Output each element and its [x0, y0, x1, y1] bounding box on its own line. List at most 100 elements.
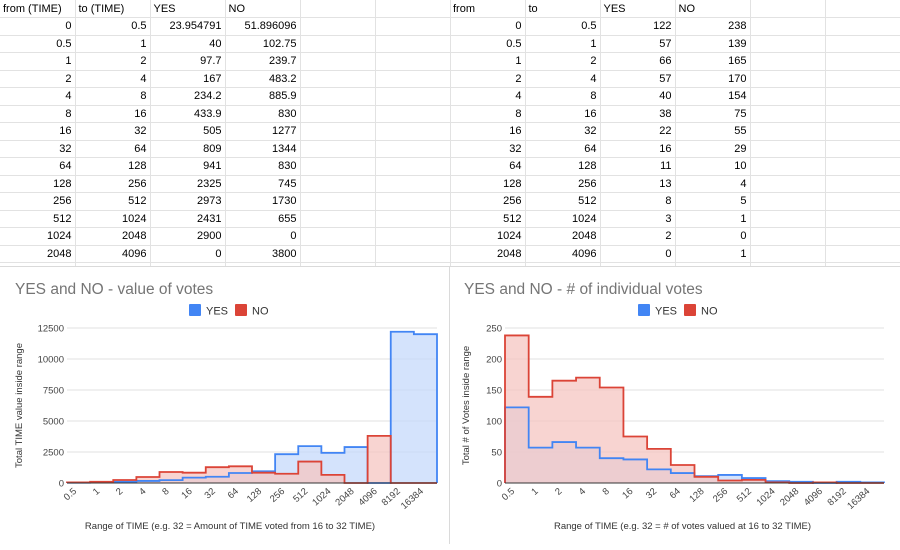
empty-cell[interactable] — [300, 227, 376, 246]
table-cell[interactable]: 23.954791 — [150, 17, 226, 36]
table-cell[interactable]: 0.5 — [0, 35, 76, 53]
table-cell[interactable]: 512 — [525, 192, 601, 211]
empty-cell[interactable] — [375, 192, 451, 211]
table-cell[interactable]: 512 — [450, 210, 526, 228]
table-cell[interactable]: 1344 — [225, 140, 301, 158]
empty-cell[interactable] — [825, 87, 900, 106]
table-cell[interactable]: 32 — [450, 140, 526, 158]
empty-cell[interactable] — [375, 140, 451, 158]
empty-cell[interactable] — [750, 175, 826, 193]
table-cell[interactable]: 1 — [75, 35, 151, 53]
empty-cell[interactable] — [300, 105, 376, 123]
table-cell[interactable]: 22 — [600, 122, 676, 141]
table-cell[interactable]: 1 — [675, 210, 751, 228]
table-cell[interactable]: 16 — [525, 105, 601, 123]
table-cell[interactable]: 256 — [0, 192, 76, 211]
table-cell[interactable]: 139 — [675, 35, 751, 53]
chart-panel-count[interactable]: YES and NO - # of individual votes YES NO 0… — [450, 266, 900, 545]
table-cell[interactable]: 2 — [0, 70, 76, 88]
table-cell[interactable]: 4 — [75, 70, 151, 88]
header-cell[interactable]: NO — [225, 0, 301, 18]
table-cell[interactable]: 5 — [675, 192, 751, 211]
empty-cell[interactable] — [375, 175, 451, 193]
table-cell[interactable]: 154 — [675, 87, 751, 106]
empty-cell[interactable] — [300, 0, 376, 18]
empty-cell[interactable] — [750, 0, 826, 18]
table-cell[interactable]: 1024 — [450, 227, 526, 246]
empty-cell[interactable] — [300, 140, 376, 158]
table-cell[interactable]: 256 — [450, 192, 526, 211]
table-cell[interactable]: 512 — [75, 192, 151, 211]
table-cell[interactable]: 4 — [675, 175, 751, 193]
table-cell[interactable]: 0 — [150, 245, 226, 263]
header-cell[interactable]: from (TIME) — [0, 0, 76, 18]
table-cell[interactable]: 38 — [600, 105, 676, 123]
table-cell[interactable]: 165 — [675, 52, 751, 71]
table-cell[interactable]: 1 — [450, 52, 526, 71]
table-cell[interactable]: 2431 — [150, 210, 226, 228]
empty-cell[interactable] — [375, 210, 451, 228]
table-cell[interactable]: 1024 — [0, 227, 76, 246]
empty-cell[interactable] — [300, 175, 376, 193]
empty-cell[interactable] — [750, 210, 826, 228]
table-cell[interactable]: 0 — [600, 245, 676, 263]
table-cell[interactable]: 16 — [600, 140, 676, 158]
header-cell[interactable]: YES — [150, 0, 226, 18]
empty-cell[interactable] — [825, 35, 900, 53]
empty-cell[interactable] — [825, 175, 900, 193]
table-cell[interactable]: 170 — [675, 70, 751, 88]
empty-cell[interactable] — [300, 245, 376, 263]
empty-cell[interactable] — [300, 210, 376, 228]
table-cell[interactable]: 167 — [150, 70, 226, 88]
table-cell[interactable]: 655 — [225, 210, 301, 228]
empty-cell[interactable] — [750, 105, 826, 123]
empty-cell[interactable] — [750, 17, 826, 36]
table-cell[interactable]: 4 — [450, 87, 526, 106]
table-cell[interactable]: 2900 — [150, 227, 226, 246]
table-cell[interactable]: 64 — [450, 157, 526, 176]
empty-cell[interactable] — [300, 70, 376, 88]
table-cell[interactable]: 13 — [600, 175, 676, 193]
table-cell[interactable]: 512 — [0, 210, 76, 228]
table-cell[interactable]: 128 — [525, 157, 601, 176]
empty-cell[interactable] — [750, 245, 826, 263]
header-cell[interactable]: to (TIME) — [75, 0, 151, 18]
table-cell[interactable]: 809 — [150, 140, 226, 158]
empty-cell[interactable] — [825, 0, 900, 18]
empty-cell[interactable] — [750, 192, 826, 211]
empty-cell[interactable] — [750, 52, 826, 71]
table-cell[interactable]: 16 — [450, 122, 526, 141]
table-cell[interactable]: 57 — [600, 70, 676, 88]
empty-cell[interactable] — [300, 52, 376, 71]
table-cell[interactable]: 64 — [525, 140, 601, 158]
table-cell[interactable]: 102.75 — [225, 35, 301, 53]
table-cell[interactable]: 64 — [75, 140, 151, 158]
table-cell[interactable]: 0 — [450, 17, 526, 36]
table-cell[interactable]: 885.9 — [225, 87, 301, 106]
table-cell[interactable]: 16 — [0, 122, 76, 141]
table-cell[interactable]: 830 — [225, 105, 301, 123]
empty-cell[interactable] — [825, 52, 900, 71]
table-cell[interactable]: 4 — [525, 70, 601, 88]
table-cell[interactable]: 3 — [600, 210, 676, 228]
table-cell[interactable]: 0.5 — [450, 35, 526, 53]
table-cell[interactable]: 32 — [75, 122, 151, 141]
empty-cell[interactable] — [300, 35, 376, 53]
table-cell[interactable]: 2 — [75, 52, 151, 71]
table-cell[interactable]: 1 — [675, 245, 751, 263]
empty-cell[interactable] — [375, 122, 451, 141]
table-cell[interactable]: 0.5 — [525, 17, 601, 36]
table-cell[interactable]: 75 — [675, 105, 751, 123]
table-cell[interactable]: 32 — [525, 122, 601, 141]
table-cell[interactable]: 1 — [0, 52, 76, 71]
empty-cell[interactable] — [750, 140, 826, 158]
table-cell[interactable]: 505 — [150, 122, 226, 141]
table-cell[interactable]: 66 — [600, 52, 676, 71]
table-cell[interactable]: 1277 — [225, 122, 301, 141]
empty-cell[interactable] — [375, 70, 451, 88]
table-cell[interactable]: 941 — [150, 157, 226, 176]
table-cell[interactable]: 2 — [600, 227, 676, 246]
empty-cell[interactable] — [750, 35, 826, 53]
empty-cell[interactable] — [750, 87, 826, 106]
table-cell[interactable]: 1730 — [225, 192, 301, 211]
